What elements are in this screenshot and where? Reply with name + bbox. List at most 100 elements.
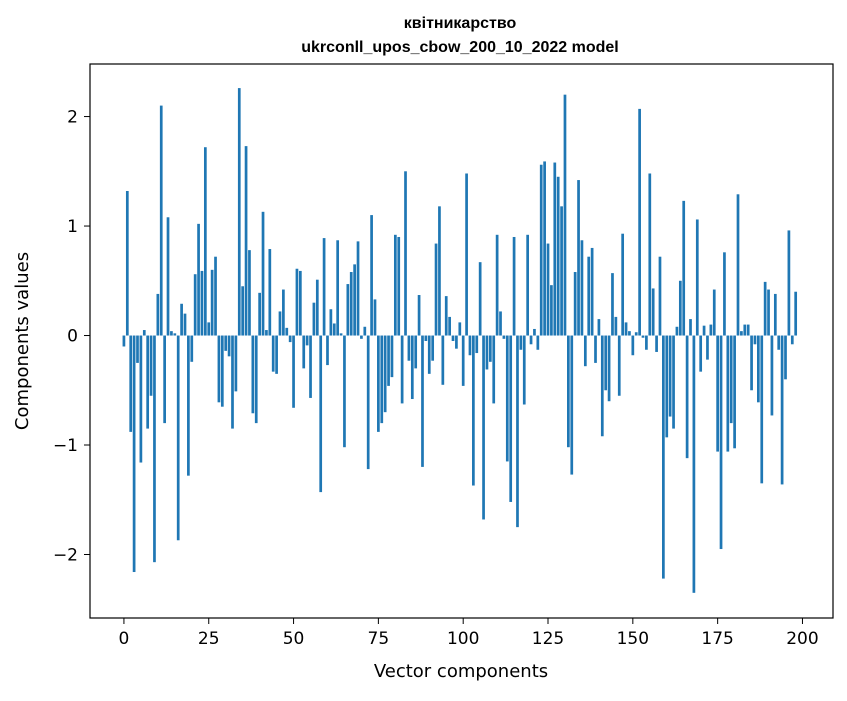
x-tick-label: 175 <box>701 629 733 649</box>
bar <box>322 238 326 336</box>
x-tick-label: 50 <box>283 629 305 649</box>
bar <box>784 335 787 380</box>
bar <box>577 180 580 336</box>
bar <box>271 335 275 372</box>
bar <box>173 333 177 336</box>
y-tick-label: 1 <box>67 217 78 237</box>
bar <box>214 256 217 336</box>
bar <box>434 243 438 336</box>
bar <box>377 335 380 432</box>
bar <box>675 326 679 336</box>
bar <box>533 328 536 336</box>
bar <box>662 335 665 579</box>
bar <box>366 335 370 470</box>
bar <box>146 335 150 429</box>
bar <box>360 335 363 339</box>
y-tick-label: 0 <box>67 327 78 347</box>
bar <box>231 335 234 429</box>
bar <box>495 234 499 336</box>
bar <box>712 289 716 336</box>
bar <box>465 173 468 336</box>
bar <box>482 335 485 520</box>
bar <box>668 335 672 417</box>
bar <box>628 331 631 336</box>
bar <box>740 331 743 336</box>
bar <box>617 335 621 396</box>
bar <box>488 335 492 362</box>
bar <box>370 215 373 336</box>
bar <box>282 289 285 336</box>
bar <box>315 279 319 336</box>
bar <box>522 335 526 405</box>
bar <box>319 335 323 493</box>
bar <box>285 327 289 336</box>
bar <box>424 335 428 341</box>
x-tick-label: 25 <box>198 629 220 649</box>
bar <box>292 335 295 408</box>
bar <box>132 335 136 573</box>
bar <box>227 335 231 357</box>
bar <box>251 335 255 414</box>
y-tick-label: 2 <box>67 108 78 128</box>
x-tick-label: 150 <box>617 629 649 649</box>
bar <box>794 291 798 336</box>
bar <box>645 335 648 350</box>
bar <box>390 335 394 378</box>
bar <box>556 176 560 336</box>
bar <box>268 249 272 336</box>
bar <box>417 295 421 336</box>
bar <box>241 286 245 336</box>
bar <box>217 335 221 403</box>
bar <box>505 335 509 462</box>
bar <box>380 335 384 424</box>
bar <box>373 299 377 336</box>
bar <box>248 250 251 336</box>
bar <box>729 335 733 424</box>
bar <box>777 335 781 350</box>
bar <box>624 322 628 336</box>
bar <box>536 335 540 350</box>
bar <box>780 335 784 485</box>
bar <box>220 335 224 407</box>
y-axis-ticks: −2 −1 0 1 2 <box>53 108 90 565</box>
bar <box>485 335 489 370</box>
y-tick-label: −1 <box>53 436 78 456</box>
bar <box>702 325 706 336</box>
bar <box>346 284 350 336</box>
bar <box>597 319 601 336</box>
bar <box>478 262 482 336</box>
bar <box>193 274 197 336</box>
bar <box>397 236 401 336</box>
bar <box>427 335 431 374</box>
bar <box>356 241 360 336</box>
bar <box>614 316 618 336</box>
bar <box>651 288 655 336</box>
x-tick-label: 200 <box>786 629 818 649</box>
bar <box>678 280 682 336</box>
bar <box>733 335 736 449</box>
x-axis-ticks: 0 25 50 75 100 125 150 175 200 <box>119 618 819 649</box>
bar <box>448 316 451 336</box>
bar <box>329 309 333 336</box>
bar <box>539 164 543 336</box>
bar <box>414 335 418 369</box>
x-axis-label: Vector components <box>374 661 548 682</box>
bar <box>163 335 166 424</box>
bar <box>746 324 750 336</box>
bar <box>546 243 550 336</box>
bar <box>665 335 669 438</box>
bar <box>573 272 577 336</box>
bar <box>129 335 133 432</box>
bar <box>210 269 214 336</box>
y-tick-label: −2 <box>53 545 78 565</box>
bar <box>695 219 699 336</box>
bar <box>594 335 597 363</box>
bar <box>550 285 553 336</box>
bar <box>472 335 475 486</box>
chart-subtitle: ukrconll_upos_cbow_200_10_2022 model <box>301 39 618 56</box>
bar <box>302 335 306 369</box>
bar <box>451 335 455 341</box>
bar <box>461 335 465 386</box>
